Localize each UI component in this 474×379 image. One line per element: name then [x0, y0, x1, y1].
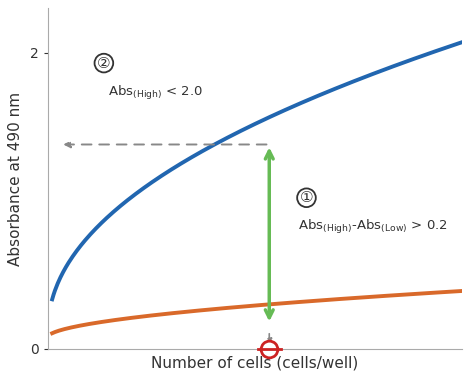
- Y-axis label: Absorbance at 490 nm: Absorbance at 490 nm: [9, 91, 23, 266]
- Text: Abs$_{\mathsf{(High)}}$-Abs$_{\mathsf{(Low)}}$ > 0.2: Abs$_{\mathsf{(High)}}$-Abs$_{\mathsf{(L…: [298, 218, 447, 236]
- Text: ②: ②: [97, 56, 111, 70]
- Text: Abs$_{\mathsf{(High)}}$ < 2.0: Abs$_{\mathsf{(High)}}$ < 2.0: [108, 84, 203, 102]
- Text: ①: ①: [300, 190, 313, 205]
- X-axis label: Number of cells (cells/well): Number of cells (cells/well): [151, 356, 358, 371]
